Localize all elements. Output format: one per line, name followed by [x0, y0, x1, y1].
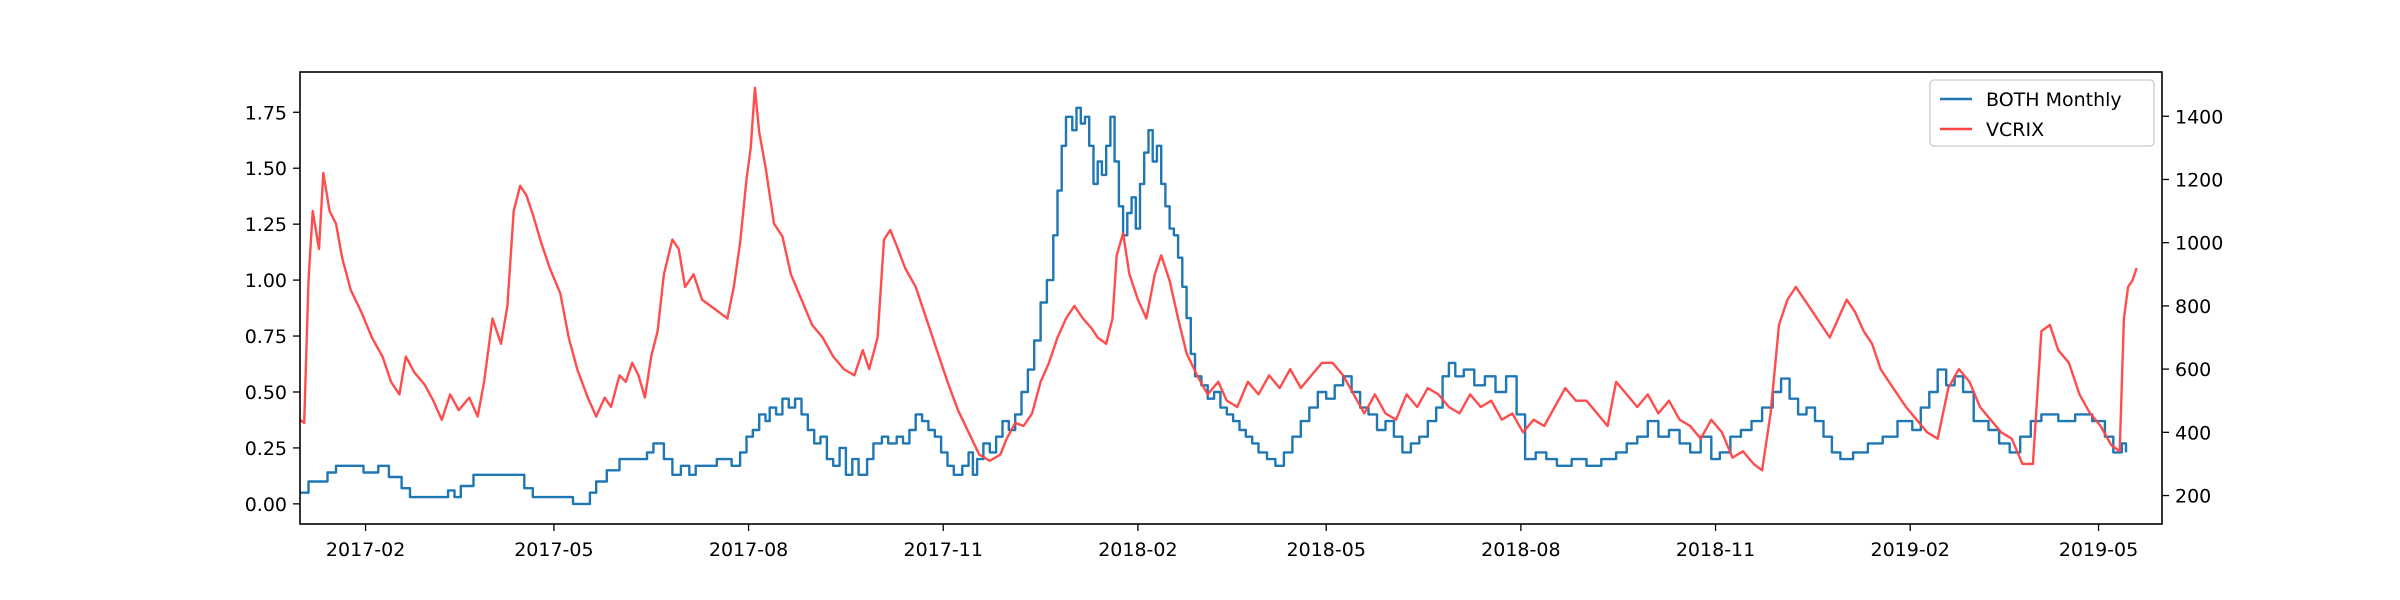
x-tick-label: 2019-05 [2059, 539, 2138, 561]
x-tick-label: 2017-02 [326, 539, 405, 561]
series-line-vcrix [300, 86, 2138, 472]
x-tick-label: 2018-02 [1098, 539, 1177, 561]
x-tick-label: 2018-05 [1287, 539, 1366, 561]
series-layer [300, 86, 2138, 506]
x-tick-label: 2017-08 [709, 539, 788, 561]
y-right-tick-label: 1200 [2175, 169, 2223, 191]
y-axis-right: 200 400 600 800 1000 1200 1400 [2162, 106, 2223, 508]
y-right-tick-label: 400 [2175, 422, 2211, 444]
legend-label: BOTH Monthly [1986, 89, 2122, 111]
legend: BOTH Monthly VCRIX [1929, 79, 2155, 147]
y-left-tick-label: 0.50 [245, 382, 287, 404]
x-axis: 2017-02 2017-05 2017-08 2017-11 2018-02 2018-… [326, 524, 2138, 561]
y-right-tick-label: 1000 [2175, 233, 2223, 255]
legend-label: VCRIX [1986, 119, 2044, 141]
y-right-tick-label: 200 [2175, 486, 2211, 508]
y-right-tick-label: 600 [2175, 359, 2211, 381]
y-left-tick-label: 1.75 [245, 102, 287, 124]
y-left-tick-label: 0.25 [245, 438, 287, 460]
y-right-tick-label: 800 [2175, 296, 2211, 318]
y-left-tick-label: 1.50 [245, 158, 287, 180]
legend-box [1929, 79, 2155, 147]
y-left-tick-label: 0.75 [245, 326, 287, 348]
y-left-tick-label: 0.00 [245, 494, 287, 516]
x-tick-label: 2017-11 [904, 539, 983, 561]
x-tick-label: 2018-11 [1676, 539, 1755, 561]
y-axis-left: 0.00 0.25 0.50 0.75 1.00 1.25 1.50 1.75 [245, 102, 300, 516]
series-line-both-monthly [300, 106, 2128, 506]
x-tick-label: 2018-08 [1481, 539, 1560, 561]
y-left-tick-label: 1.25 [245, 214, 287, 236]
x-tick-label: 2019-02 [1871, 539, 1950, 561]
x-tick-label: 2017-05 [514, 539, 593, 561]
plot-frame [299, 71, 2163, 525]
y-left-tick-label: 1.00 [245, 270, 287, 292]
y-right-tick-label: 1400 [2175, 106, 2223, 128]
